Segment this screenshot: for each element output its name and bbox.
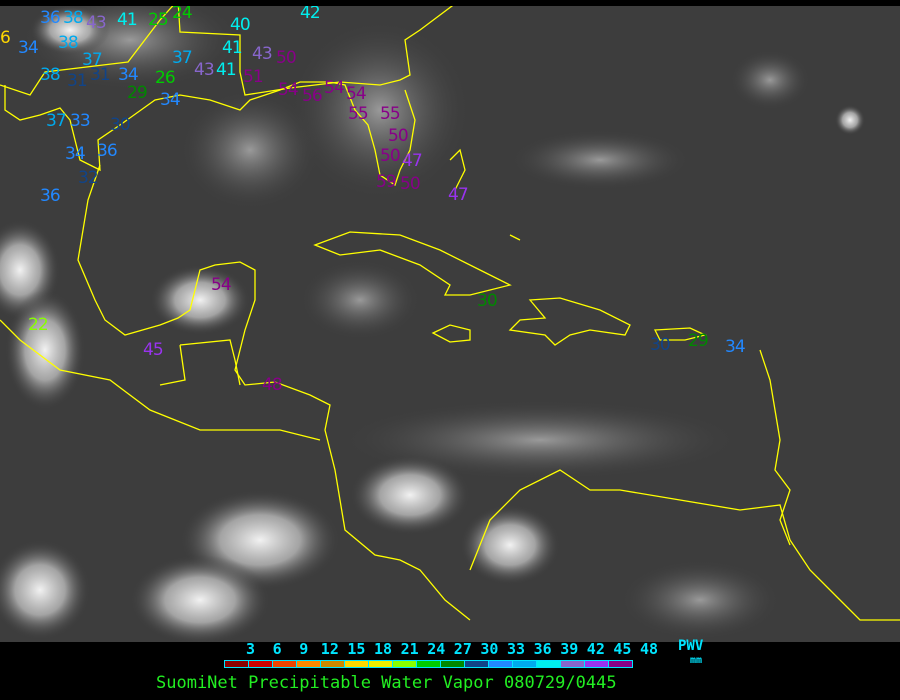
- station-pwv-label: 47: [448, 185, 469, 205]
- legend-tick-label: 30: [480, 640, 499, 658]
- satellite-map: 36 38 43 41 25 24 40 42 6 34 38 37 38 31 31 34 26 29 34 37 4…: [0, 6, 900, 642]
- legend-color-swatch: [393, 661, 417, 667]
- station-pwv-label: 51: [243, 67, 264, 87]
- legend: 3 6 9 12 15 18 21 24 27 30 33 36 39 42 45 48: [0, 640, 900, 700]
- legend-color-swatch: [249, 661, 273, 667]
- legend-color-swatch: [273, 661, 297, 667]
- legend-color-swatch: [513, 661, 537, 667]
- unit-label: mm: [690, 655, 703, 666]
- legend-tick-label: 21: [400, 640, 419, 658]
- station-pwv-label: 47: [402, 151, 423, 171]
- station-pwv-label: 37: [46, 111, 67, 131]
- station-pwv-label: 22: [28, 315, 49, 335]
- legend-tick-label: 3: [246, 640, 256, 658]
- legend-tick-label: 48: [640, 640, 659, 658]
- station-pwv-label: 34: [65, 144, 86, 164]
- station-pwv-label: 38: [63, 8, 84, 28]
- station-pwv-label: 37: [82, 50, 103, 70]
- station-pwv-label: 38: [58, 33, 79, 53]
- legend-tick-label: 36: [533, 640, 552, 658]
- station-pwv-label: 33: [70, 111, 91, 131]
- station-pwv-label: 24: [172, 6, 193, 23]
- station-pwv-label: 31: [67, 71, 88, 91]
- color-scale-bar: [224, 660, 633, 668]
- station-pwv-label: 50: [388, 126, 409, 146]
- unit-name: PWV: [678, 638, 704, 654]
- station-pwv-label: 26: [155, 68, 176, 88]
- legend-tick-label: 39: [560, 640, 579, 658]
- legend-tick-label: 33: [507, 640, 526, 658]
- legend-tick-label: 15: [347, 640, 366, 658]
- station-pwv-label: 43: [194, 60, 215, 80]
- station-pwv-label: 41: [222, 38, 243, 58]
- legend-tick-label: 18: [374, 640, 393, 658]
- map-layer: [0, 6, 900, 642]
- station-pwv-label: 29: [127, 83, 148, 103]
- station-pwv-label: 37: [172, 48, 193, 68]
- legend-color-swatch: [585, 661, 609, 667]
- legend-tick-label: 45: [613, 640, 632, 658]
- station-pwv-label: 45: [143, 340, 164, 360]
- station-pwv-label: 36: [97, 141, 118, 161]
- station-pwv-label: 41: [216, 60, 237, 80]
- station-pwv-label: 54: [278, 80, 299, 100]
- station-pwv-label: 55: [348, 104, 369, 124]
- station-pwv-label: 34: [118, 65, 139, 85]
- legend-tick-label: 9: [299, 640, 309, 658]
- station-pwv-label: 50: [276, 48, 297, 68]
- legend-color-swatch: [369, 661, 393, 667]
- station-pwv-label: 34: [160, 90, 181, 110]
- legend-tick-label: 6: [272, 640, 282, 658]
- station-pwv-label: 56: [302, 86, 323, 106]
- legend-color-swatch: [297, 661, 321, 667]
- station-pwv-label: 42: [300, 6, 321, 23]
- station-pwv-label: 59: [376, 172, 397, 192]
- station-pwv-label: 30: [650, 335, 671, 355]
- station-pwv-label: 36: [40, 186, 61, 206]
- legend-color-swatch: [489, 661, 513, 667]
- station-pwv-label: 32: [78, 168, 99, 188]
- station-pwv-label: 36: [40, 8, 61, 28]
- station-pwv-label: 31: [90, 65, 111, 85]
- station-pwv-label: 43: [252, 44, 273, 64]
- station-pwv-label: 41: [117, 10, 138, 30]
- legend-color-swatch: [417, 661, 441, 667]
- station-pwv-label: 55: [380, 104, 401, 124]
- cloud-cover: [0, 6, 865, 642]
- station-pwv-label: 34: [18, 38, 39, 58]
- legend-tick-label: 42: [586, 640, 605, 658]
- caption: SuomiNet Precipitable Water Vapor 080729…: [156, 673, 617, 693]
- legend-color-swatch: [537, 661, 561, 667]
- station-pwv-label: 54: [346, 84, 367, 104]
- legend-color-swatch: [441, 661, 465, 667]
- legend-tick-label: 27: [453, 640, 472, 658]
- coastlines: [0, 6, 900, 621]
- station-pwv-label: 25: [148, 10, 169, 30]
- legend-color-swatch: [225, 661, 249, 667]
- legend-color-swatch: [561, 661, 585, 667]
- legend-color-swatch: [321, 661, 345, 667]
- station-pwv-label: 40: [230, 15, 251, 35]
- station-pwv-label: 48: [262, 375, 283, 395]
- station-pwv-label: 54: [211, 275, 232, 295]
- legend-tick-label: 24: [427, 640, 446, 658]
- station-pwv-label: 38: [40, 65, 61, 85]
- station-pwv-label: 50: [380, 146, 401, 166]
- legend-tick-label: 12: [320, 640, 339, 658]
- station-pwv-label: 54: [324, 78, 345, 98]
- station-pwv-label: 34: [725, 337, 746, 357]
- station-pwv-label: 43: [86, 13, 107, 33]
- station-pwv-label: 30: [110, 115, 131, 135]
- station-pwv-label: 50: [400, 174, 421, 194]
- legend-color-swatch: [345, 661, 369, 667]
- station-pwv-label: 6: [0, 28, 11, 48]
- station-pwv-label: 30: [477, 291, 498, 311]
- station-pwv-label: 29: [688, 331, 709, 351]
- legend-color-swatch: [609, 661, 632, 667]
- legend-color-swatch: [465, 661, 489, 667]
